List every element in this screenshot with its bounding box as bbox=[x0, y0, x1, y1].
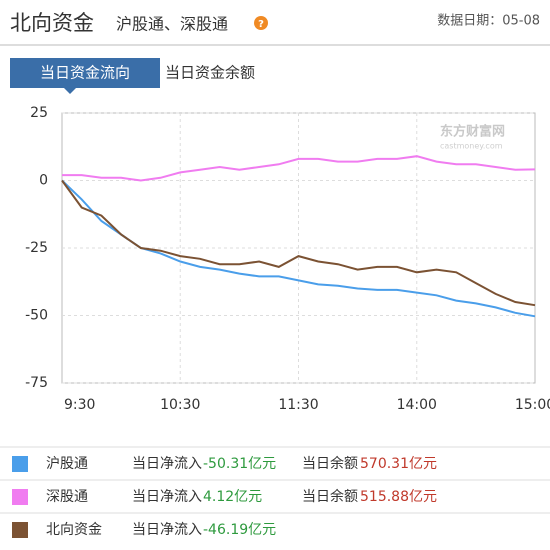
y-tick-label: -75 bbox=[25, 375, 48, 391]
tab-label[interactable]: 当日资金流向 bbox=[40, 64, 130, 82]
header-divider bbox=[0, 44, 550, 46]
watermark-sub: castmoney.com bbox=[440, 142, 503, 151]
subtitle: 沪股通、深股通 bbox=[116, 15, 228, 34]
series-line bbox=[61, 179, 536, 307]
net-label: 当日净流入 bbox=[132, 456, 202, 472]
balance-label: 当日余额 bbox=[302, 488, 358, 505]
series-line bbox=[62, 155, 536, 182]
tab-pointer bbox=[64, 88, 76, 94]
net-label: 当日净流入 bbox=[132, 522, 202, 538]
tab-active[interactable] bbox=[10, 58, 160, 88]
watermark: 东方财富网 bbox=[440, 124, 505, 140]
x-tick-label: 15:00 bbox=[515, 397, 550, 413]
balance-label: 当日余额 bbox=[302, 455, 358, 472]
net-label: 当日净流入 bbox=[132, 489, 202, 505]
balance-value: 570.31亿元 bbox=[360, 456, 437, 472]
x-tick-label: 9:30 bbox=[64, 397, 95, 413]
x-tick-label: 14:00 bbox=[397, 397, 437, 413]
legend-swatch bbox=[12, 489, 28, 505]
title: 北向资金 bbox=[10, 11, 94, 35]
balance-value: 515.88亿元 bbox=[360, 489, 437, 505]
legend-swatch bbox=[12, 522, 28, 538]
y-tick-label: 0 bbox=[39, 173, 48, 189]
legend-swatch bbox=[12, 456, 28, 472]
y-tick-label: -25 bbox=[25, 240, 48, 256]
net-value: -50.31亿元 bbox=[203, 456, 276, 472]
date: 数据日期：05-08 bbox=[437, 14, 540, 29]
y-tick-label: -50 bbox=[25, 308, 48, 324]
net-value: 4.12亿元 bbox=[203, 489, 262, 505]
x-tick-label: 11:30 bbox=[278, 397, 318, 413]
legend-name: 北向资金 bbox=[46, 522, 102, 538]
help-icon-mark: ? bbox=[258, 19, 264, 30]
net-value: -46.19亿元 bbox=[203, 522, 276, 538]
help-icon[interactable] bbox=[254, 16, 268, 30]
legend-name: 深股通 bbox=[46, 489, 88, 505]
chart: 东方财富网 castmoney.com 25 0 -25 -50 -75 9:30 10:30 1… bbox=[25, 105, 550, 413]
legend-name: 沪股通 bbox=[46, 456, 88, 472]
tab-label[interactable]: 当日资金余额 bbox=[165, 64, 255, 82]
x-tick-label: 10:30 bbox=[160, 397, 200, 413]
y-tick-label: 25 bbox=[30, 105, 48, 121]
